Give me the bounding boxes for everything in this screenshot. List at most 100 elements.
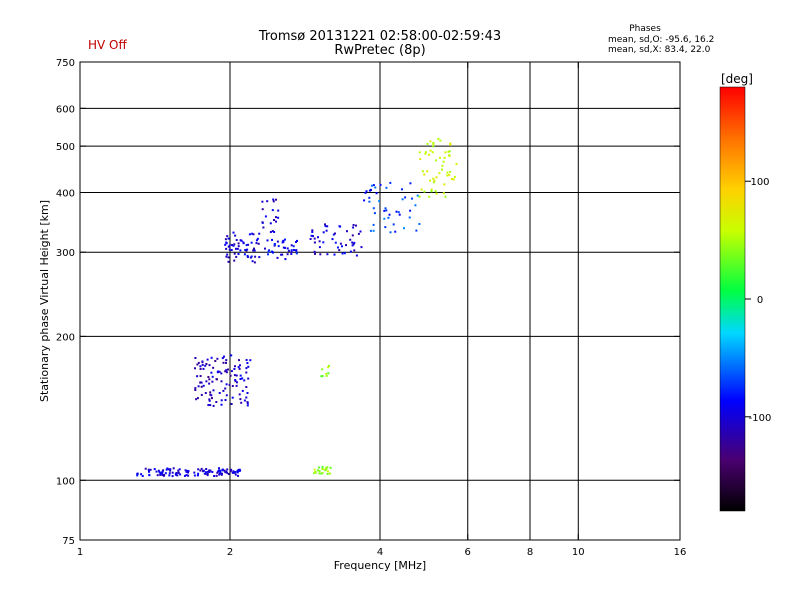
data-point — [403, 227, 405, 230]
data-point — [204, 392, 207, 394]
data-point — [245, 386, 248, 388]
data-point — [321, 368, 324, 371]
data-point — [239, 249, 242, 252]
data-point — [228, 248, 231, 251]
data-point — [266, 239, 269, 242]
data-point — [282, 240, 285, 243]
data-point — [246, 256, 249, 258]
data-point — [296, 239, 298, 242]
data-point — [449, 170, 452, 173]
data-point — [320, 375, 323, 378]
data-point — [293, 249, 295, 251]
data-point — [247, 377, 250, 380]
data-point — [218, 472, 221, 475]
data-point — [246, 404, 249, 407]
data-point — [202, 470, 205, 473]
data-point — [324, 223, 326, 226]
data-point — [363, 199, 366, 202]
data-point — [204, 472, 207, 475]
data-point — [247, 243, 250, 246]
data-point — [349, 250, 352, 253]
data-point — [286, 253, 289, 256]
data-point — [186, 469, 189, 472]
data-point — [365, 190, 368, 193]
data-point — [235, 255, 238, 258]
data-point — [211, 397, 213, 400]
data-point — [426, 170, 429, 173]
data-point — [318, 470, 321, 473]
data-point — [227, 256, 230, 259]
data-point — [230, 354, 233, 357]
data-point — [353, 241, 356, 244]
data-point — [446, 174, 449, 177]
data-point — [321, 375, 324, 378]
data-point — [448, 154, 451, 157]
data-point — [388, 213, 391, 216]
data-point — [424, 151, 427, 154]
data-point — [394, 230, 397, 233]
data-point — [452, 178, 455, 181]
data-point — [237, 470, 240, 472]
data-point — [317, 236, 319, 239]
data-point — [352, 224, 355, 226]
data-point — [239, 364, 241, 367]
data-point — [414, 204, 417, 207]
y-tick-label: 200 — [56, 332, 75, 343]
data-point — [194, 367, 196, 370]
data-point — [385, 209, 388, 212]
data-point — [423, 173, 426, 176]
data-point — [332, 233, 335, 236]
data-point — [333, 253, 336, 256]
data-point — [337, 246, 339, 249]
data-point — [392, 223, 395, 226]
data-point — [432, 143, 435, 146]
data-point — [238, 367, 241, 370]
data-point — [415, 229, 418, 232]
data-point — [220, 399, 223, 402]
data-point — [418, 223, 421, 225]
data-point — [194, 387, 197, 390]
data-point — [313, 237, 316, 240]
data-point — [328, 472, 331, 475]
data-point — [227, 473, 230, 475]
data-point — [245, 244, 248, 247]
colorbar-tick-label: 100 — [750, 177, 769, 188]
data-point — [248, 233, 251, 236]
data-point — [164, 472, 167, 475]
data-point — [235, 374, 238, 377]
data-point — [194, 357, 197, 359]
data-point — [284, 238, 286, 241]
data-point — [147, 468, 150, 471]
data-point — [449, 142, 452, 145]
data-point — [225, 242, 228, 245]
data-point — [176, 474, 179, 477]
data-point — [232, 244, 235, 247]
data-point — [411, 197, 413, 200]
data-point — [426, 142, 429, 145]
data-point — [246, 402, 249, 405]
data-point — [245, 371, 248, 374]
data-point — [372, 223, 375, 226]
data-point — [148, 470, 150, 473]
data-point — [194, 389, 197, 391]
data-point — [209, 404, 212, 407]
data-point — [227, 237, 230, 240]
data-point — [230, 249, 233, 251]
data-point — [267, 250, 270, 253]
data-point — [162, 469, 165, 472]
data-point — [322, 231, 325, 234]
data-point — [269, 231, 272, 233]
data-point — [292, 245, 295, 248]
data-point — [144, 467, 147, 470]
data-point — [311, 231, 314, 233]
data-point — [448, 173, 451, 176]
data-point — [238, 468, 241, 471]
data-point — [328, 364, 330, 367]
data-point — [443, 183, 446, 186]
data-point — [257, 242, 260, 245]
data-point — [339, 242, 342, 245]
data-point — [224, 387, 227, 390]
data-point — [238, 393, 241, 396]
y-tick-label: 400 — [56, 188, 75, 199]
